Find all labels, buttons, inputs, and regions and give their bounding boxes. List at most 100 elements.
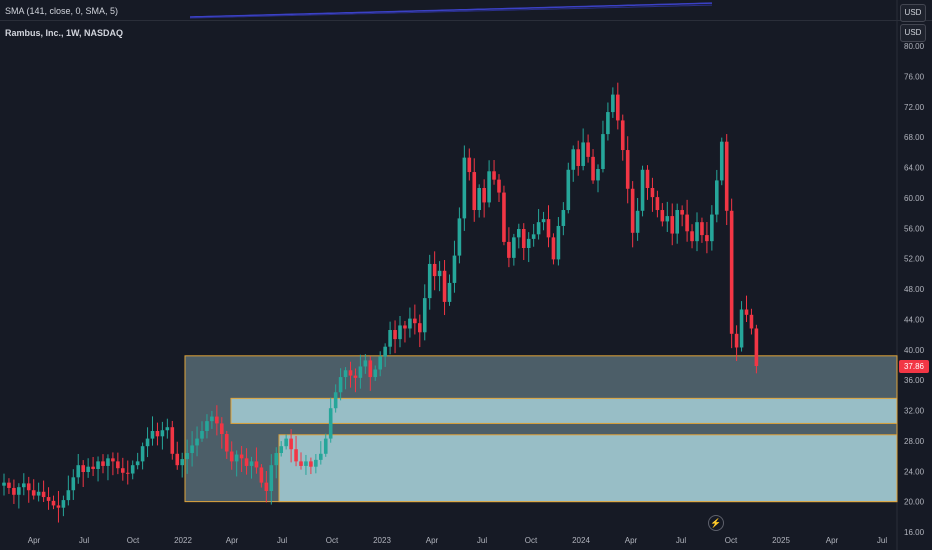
candle — [12, 487, 16, 495]
candle — [655, 197, 660, 211]
candle — [388, 330, 392, 347]
y-tick-label: 80.00 — [904, 42, 925, 51]
candle — [734, 333, 739, 348]
lightning-icon[interactable]: ⚡ — [708, 515, 724, 531]
candle — [145, 438, 150, 447]
candle — [17, 487, 21, 495]
candle — [289, 438, 293, 450]
support-zone — [278, 434, 898, 503]
candle — [749, 314, 754, 329]
candle — [437, 270, 442, 277]
y-tick-label: 68.00 — [904, 133, 925, 142]
candle — [323, 438, 328, 454]
candle — [210, 416, 214, 422]
y-tick-label: 76.00 — [904, 72, 925, 81]
candle — [507, 241, 511, 258]
candle — [744, 309, 749, 315]
candle — [190, 445, 194, 454]
candle — [309, 461, 313, 467]
candle — [36, 491, 41, 496]
candle — [56, 505, 61, 508]
candle — [215, 416, 219, 424]
candle — [343, 370, 348, 378]
candle — [625, 150, 630, 189]
candle — [581, 142, 585, 166]
candle — [111, 458, 115, 462]
candle — [724, 141, 729, 211]
candle — [348, 370, 353, 376]
candle — [51, 500, 56, 506]
candle — [71, 477, 76, 491]
candle — [244, 458, 249, 466]
candle — [61, 500, 66, 508]
candle — [427, 263, 432, 299]
x-tick-label: Apr — [226, 536, 239, 545]
candle — [254, 461, 259, 468]
candle — [91, 466, 95, 469]
candle — [482, 188, 486, 203]
candle — [249, 461, 254, 466]
candle — [487, 171, 491, 203]
candle — [432, 263, 437, 277]
x-tick-label: 2024 — [572, 536, 590, 545]
candle — [403, 325, 407, 329]
y-tick-label: 64.00 — [904, 164, 925, 173]
candle — [304, 461, 308, 466]
candle — [670, 216, 675, 234]
y-tick-label: 72.00 — [904, 103, 925, 112]
candle — [279, 446, 283, 454]
candle — [705, 235, 709, 242]
candle — [2, 482, 6, 486]
candle — [472, 172, 477, 211]
support-zones — [184, 355, 898, 503]
y-tick-label: 28.00 — [904, 437, 925, 446]
symbol-title[interactable]: Rambus, Inc., 1W, NASDAQ — [5, 28, 124, 38]
candle — [665, 216, 670, 222]
candle — [635, 210, 640, 233]
candle — [150, 431, 155, 439]
candle — [418, 323, 422, 333]
candle — [571, 149, 576, 170]
candle — [591, 156, 595, 181]
x-tick-label: Oct — [525, 536, 538, 545]
candle — [121, 468, 125, 473]
candle — [502, 192, 506, 242]
candle — [442, 270, 447, 302]
y-tick-label: 16.00 — [904, 528, 925, 537]
candle — [368, 360, 373, 378]
candle — [556, 225, 561, 260]
candle — [695, 222, 699, 242]
x-tick-label: Jul — [277, 536, 287, 545]
x-tick-label: Oct — [127, 536, 140, 545]
candles-layer — [2, 82, 759, 523]
candle — [81, 465, 85, 473]
candle — [541, 219, 546, 223]
candle — [180, 459, 184, 466]
candle — [640, 169, 645, 211]
candle — [7, 482, 11, 488]
candle — [462, 157, 467, 219]
candle — [422, 298, 427, 333]
candle — [586, 142, 590, 157]
candle — [264, 482, 269, 491]
candle — [363, 360, 368, 367]
y-tick-label: 48.00 — [904, 285, 925, 294]
x-tick-label: Jul — [79, 536, 89, 545]
currency-button-top[interactable]: USD — [900, 4, 926, 22]
candle — [229, 451, 234, 462]
candle — [546, 219, 551, 238]
candle — [155, 431, 160, 437]
x-tick-label: Apr — [625, 536, 638, 545]
currency-button-main[interactable]: USD — [900, 24, 926, 42]
candle — [46, 497, 51, 501]
candle — [76, 465, 81, 478]
candle — [31, 490, 36, 496]
candle — [22, 483, 26, 488]
indicator-label[interactable]: SMA (141, close, 0, SMA, 5) — [5, 6, 119, 16]
support-zone — [230, 397, 898, 424]
candle — [393, 330, 397, 340]
candle — [383, 346, 387, 357]
candle — [353, 375, 358, 378]
candle — [170, 427, 175, 454]
